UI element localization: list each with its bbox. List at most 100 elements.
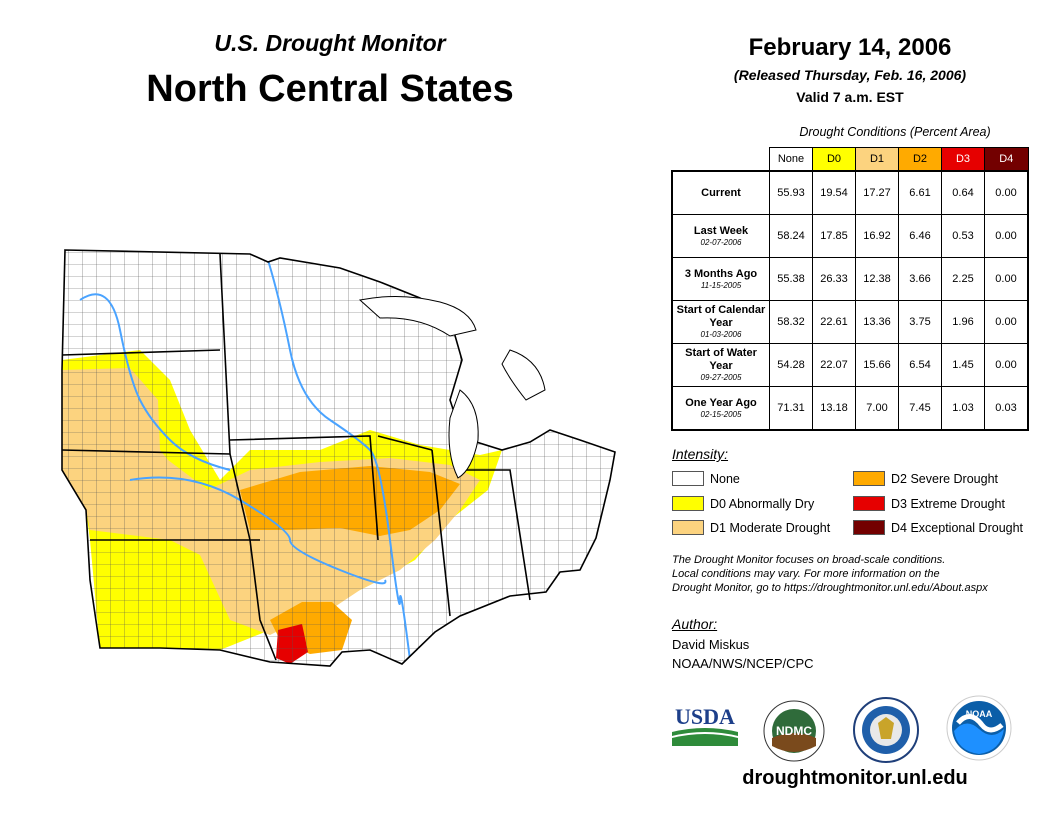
table-cell: 3.75 <box>898 300 942 344</box>
legend-label: D2 Severe Drought <box>891 471 999 486</box>
table-cell: 13.18 <box>812 386 856 431</box>
table-cell: 3.66 <box>898 257 942 301</box>
row-label-date: 11-15-2005 <box>700 280 742 290</box>
row-label: One Year Ago 02-15-2005 <box>671 386 770 431</box>
col-header-d2: D2 <box>898 147 942 172</box>
col-header-d0: D0 <box>812 147 856 172</box>
table-row: Start of Calendar Year 01-03-2006 58.32 22.… <box>671 300 1029 344</box>
legend-item-none: None <box>672 471 740 486</box>
row-label: Current <box>671 170 770 215</box>
legend-label: D0 Abnormally Dry <box>710 496 815 511</box>
row-label-text: Current <box>701 186 741 199</box>
monitor-title: U.S. Drought Monitor <box>214 30 446 56</box>
table-cell: 12.38 <box>855 257 899 301</box>
table-cell: 1.03 <box>941 386 985 431</box>
commerce-seal <box>853 697 919 763</box>
table-cell: 54.28 <box>769 343 813 387</box>
legend-title: Intensity: <box>672 446 729 462</box>
table-cell: 1.45 <box>941 343 985 387</box>
lake-huron <box>501 349 546 401</box>
table-cell: 0.00 <box>984 300 1029 344</box>
region-title: North Central States <box>146 68 514 110</box>
table-cell: 17.27 <box>855 170 899 215</box>
col-header-d1: D1 <box>855 147 899 172</box>
col-header-d3: D3 <box>941 147 985 172</box>
legend-swatch-d1 <box>672 520 704 535</box>
row-label: 3 Months Ago 11-15-2005 <box>671 257 770 301</box>
col-header-d4: D4 <box>984 147 1029 172</box>
map-date: February 14, 2006 <box>748 34 952 61</box>
row-label: Last Week 02-07-2006 <box>671 214 770 258</box>
river-mississippi <box>267 259 411 661</box>
row-label-text: Start of Calendar Year <box>676 304 766 329</box>
row-label: Start of Calendar Year 01-03-2006 <box>671 300 770 344</box>
author-label: Author: <box>672 616 718 632</box>
drought-conditions-table: None D0 D1 D2 D3 D4 Current 55.93 19.54 17.… <box>671 147 1029 431</box>
table-cell: 22.61 <box>812 300 856 344</box>
table-cell: 58.32 <box>769 300 813 344</box>
col-header-none: None <box>769 147 813 172</box>
table-row: Start of Water Year 09-27-2005 54.28 22.07 1… <box>671 343 1029 387</box>
table-cell: 6.46 <box>898 214 942 258</box>
table-cell: 19.54 <box>812 170 856 215</box>
row-label-text: 3 Months Ago <box>684 267 758 280</box>
legend-item-d2: D2 Severe Drought <box>853 471 998 486</box>
table-row: 3 Months Ago 11-15-2005 55.38 26.33 12.38 3.6… <box>671 257 1029 301</box>
legend-item-d1: D1 Moderate Drought <box>672 520 830 535</box>
legend-item-d0: D0 Abnormally Dry <box>672 496 814 511</box>
noaa-logo: NOAA <box>946 695 1012 761</box>
legend-label: D3 Extreme Drought <box>891 496 1005 511</box>
table-cell: 0.00 <box>984 343 1029 387</box>
author-org: NOAA/NWS/NCEP/CPC <box>672 656 814 671</box>
row-label-date: 02-15-2005 <box>700 409 742 419</box>
table-cell: 17.85 <box>812 214 856 258</box>
table-cell: 55.93 <box>769 170 813 215</box>
table-cell: 0.53 <box>941 214 985 258</box>
row-label-date: 02-07-2006 <box>700 237 742 247</box>
table-cell: 0.03 <box>984 386 1029 431</box>
author-name: David Miskus <box>672 637 750 652</box>
river-missouri <box>79 293 231 471</box>
legend-swatch-d4 <box>853 520 885 535</box>
table-cell: 6.61 <box>898 170 942 215</box>
table-cell: 7.45 <box>898 386 942 431</box>
table-corner <box>672 147 770 171</box>
legend-swatch-none <box>672 471 704 486</box>
table-row: One Year Ago 02-15-2005 71.31 13.18 7.00 7.45… <box>671 386 1029 431</box>
website-link[interactable]: droughtmonitor.unl.edu <box>742 767 968 789</box>
table-cell: 15.66 <box>855 343 899 387</box>
table-caption: Drought Conditions (Percent Area) <box>799 125 991 139</box>
noaa-logo-text: NOAA <box>966 709 993 719</box>
row-label-text: Start of Water Year <box>685 347 757 372</box>
table-cell: 0.00 <box>984 257 1029 301</box>
drought-map <box>61 249 616 667</box>
disclaimer-line: Local conditions may vary. For more info… <box>672 568 940 580</box>
table-row: Last Week 02-07-2006 58.24 17.85 16.92 6.46 0.… <box>671 214 1029 258</box>
legend-label: D4 Exceptional Drought <box>891 520 1024 535</box>
legend-swatch-d2 <box>853 471 885 486</box>
disclaimer: The Drought Monitor focuses on broad-sca… <box>672 553 1042 595</box>
disclaimer-line: Drought Monitor, go to https://droughtmo… <box>672 582 988 594</box>
lake-superior <box>358 295 477 337</box>
legend-swatch-d0 <box>672 496 704 511</box>
table-row: Current 55.93 19.54 17.27 6.61 0.64 0.00 <box>671 170 1029 215</box>
usda-logo: USDA <box>672 704 738 746</box>
table-cell: 0.64 <box>941 170 985 215</box>
valid-time: Valid 7 a.m. EST <box>796 89 904 105</box>
table-cell: 0.00 <box>984 170 1029 215</box>
usda-logo-text: USDA <box>675 704 735 729</box>
legend-label: None <box>710 471 740 486</box>
row-label: Start of Water Year 09-27-2005 <box>671 343 770 387</box>
lake-michigan <box>448 389 479 479</box>
row-label-date: 09-27-2005 <box>700 373 742 382</box>
table-cell: 1.96 <box>941 300 985 344</box>
county-grid <box>62 250 615 666</box>
ndmc-logo: NDMC <box>763 700 825 762</box>
ndmc-logo-text: NDMC <box>776 724 812 738</box>
table-cell: 6.54 <box>898 343 942 387</box>
table-cell: 71.31 <box>769 386 813 431</box>
table-cell: 2.25 <box>941 257 985 301</box>
disclaimer-line: The Drought Monitor focuses on broad-sca… <box>672 554 946 566</box>
table-cell: 0.00 <box>984 214 1029 258</box>
table-cell: 26.33 <box>812 257 856 301</box>
